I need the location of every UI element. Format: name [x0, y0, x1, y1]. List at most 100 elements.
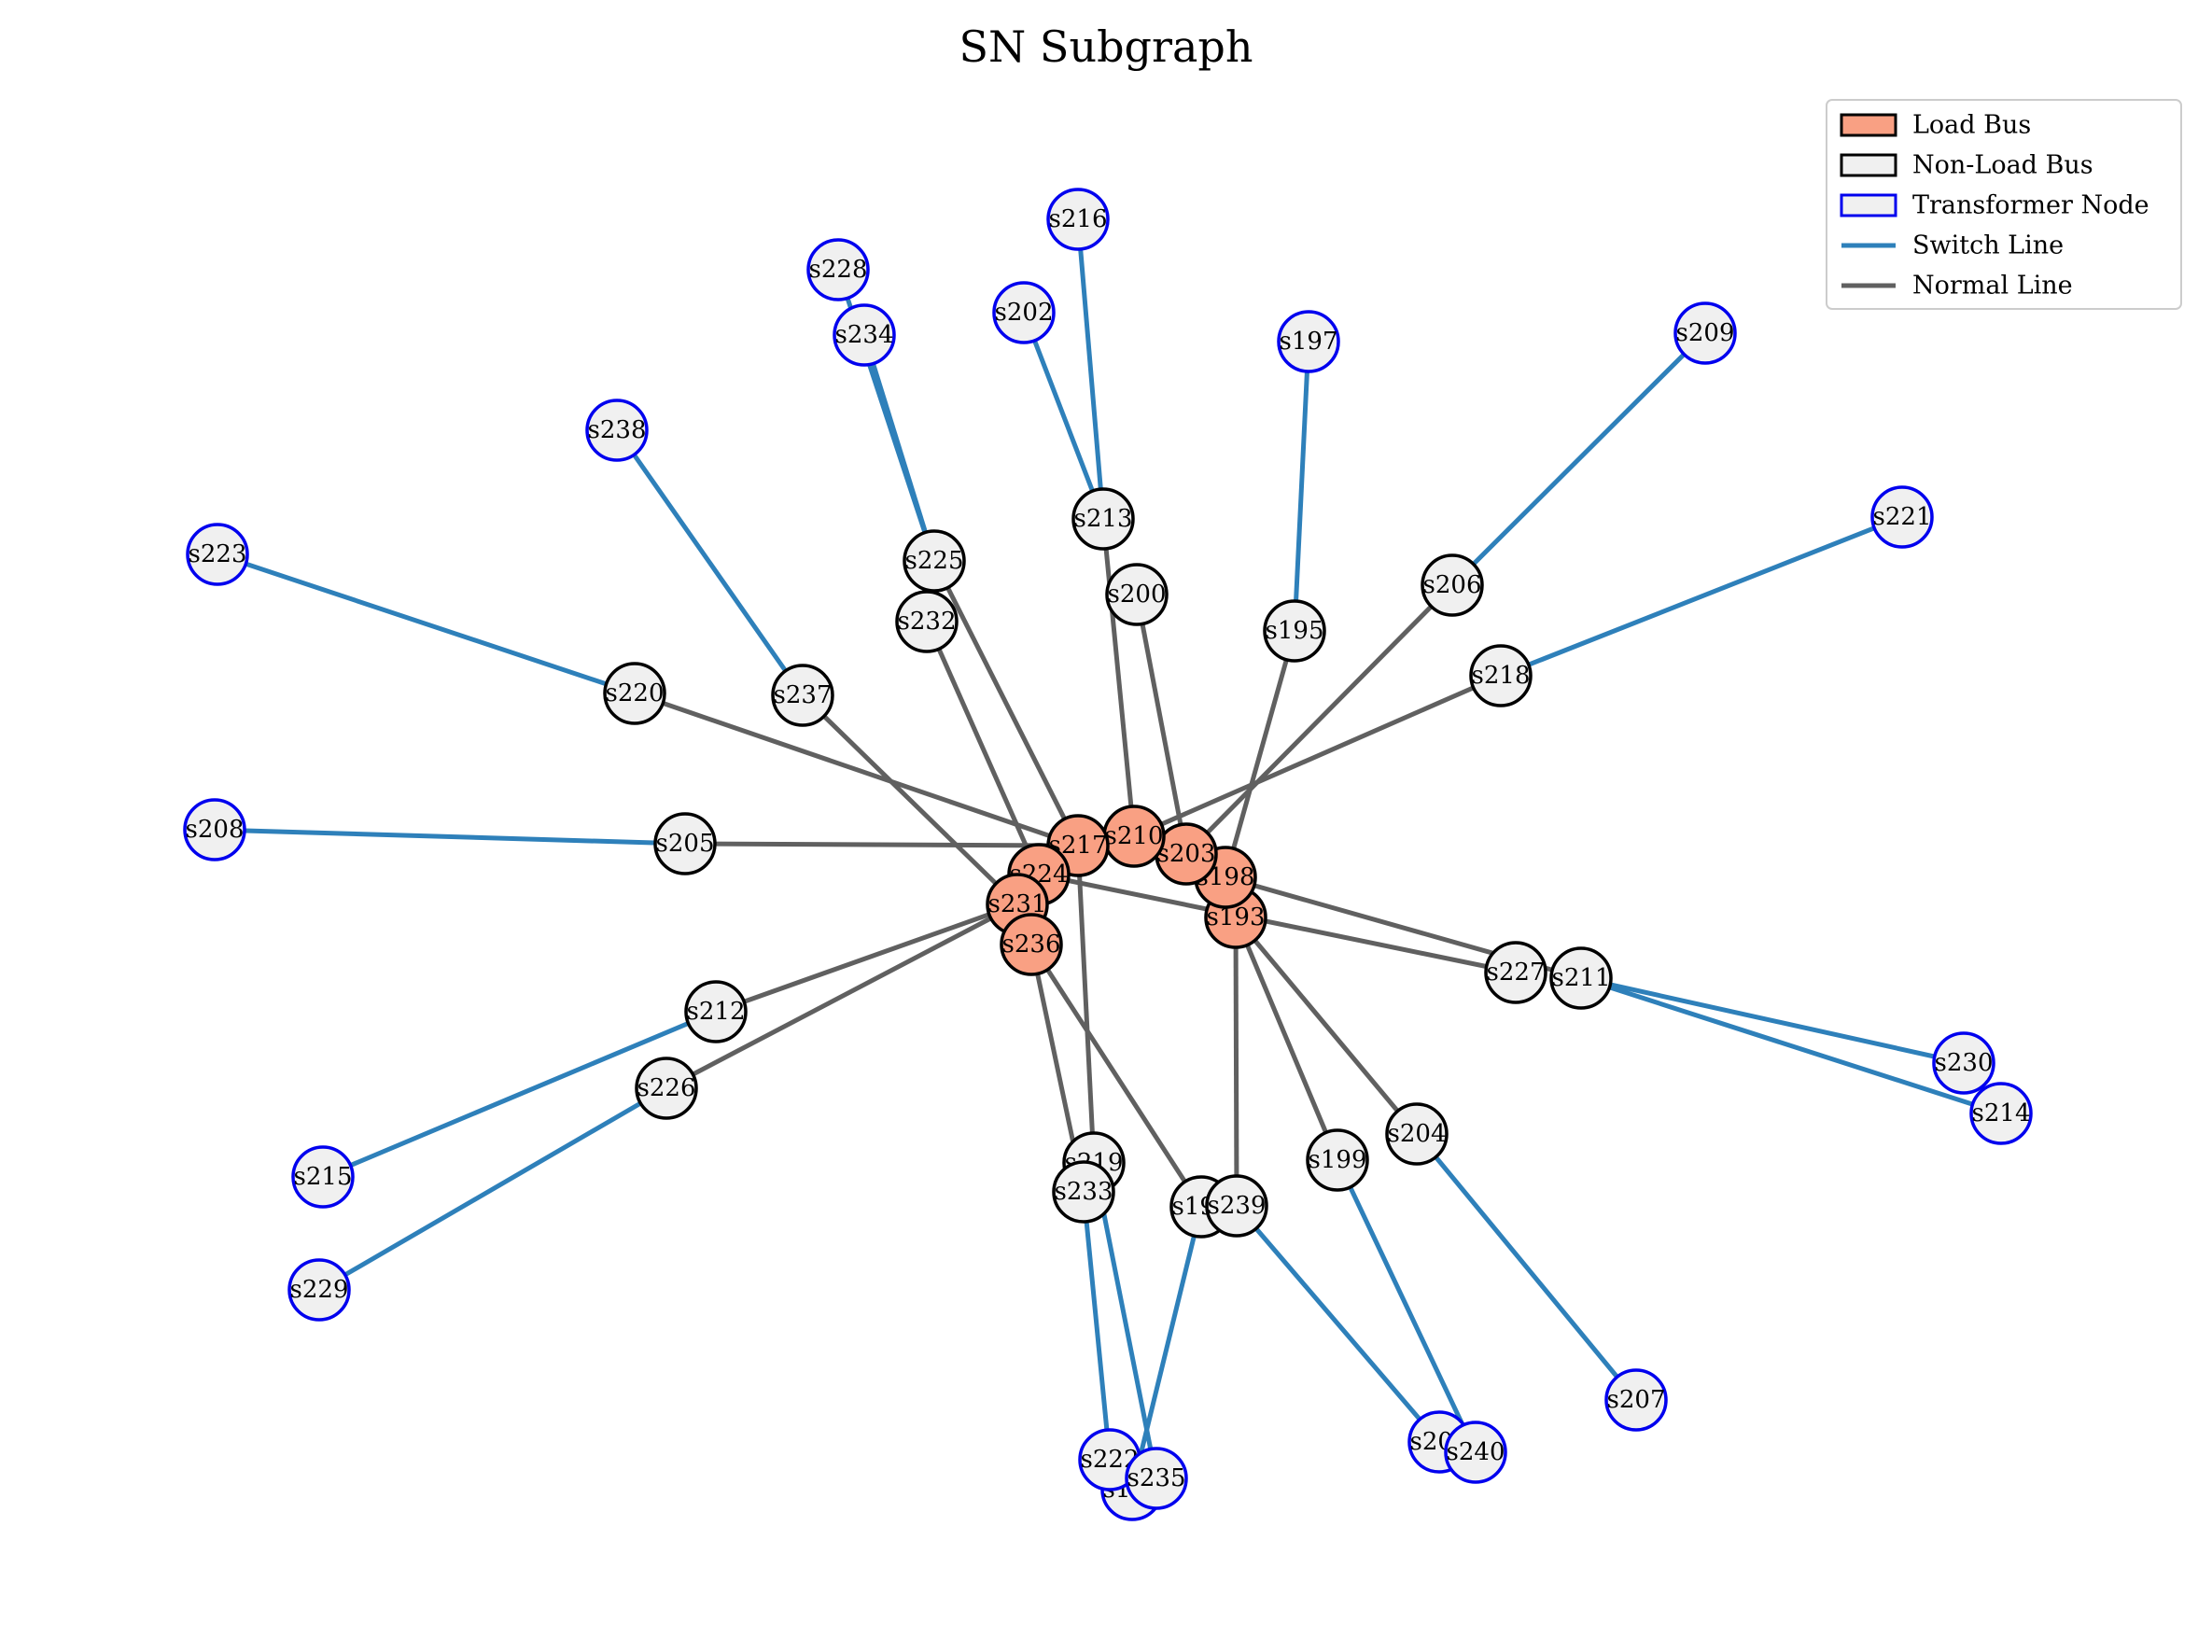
- normal-line-s217-s219: [1075, 845, 1097, 1164]
- node-s200[interactable]: s200: [1105, 563, 1169, 626]
- node-label-s214: s214: [1972, 1099, 2031, 1127]
- normal-line-s206-s203: [1184, 583, 1454, 856]
- node-label-s226: s226: [637, 1074, 696, 1102]
- node-s228[interactable]: s228: [806, 238, 870, 301]
- node-circle-s200: [1105, 563, 1169, 626]
- legend-frame: [1826, 99, 2182, 310]
- switch-line-s238-s237: [614, 428, 805, 697]
- node-circle-s207: [1604, 1368, 1668, 1432]
- node-circle-s214: [1969, 1082, 2033, 1145]
- switch-line-s234-s225: [861, 334, 937, 562]
- switch-line-s199-s240: [1335, 1158, 1478, 1454]
- node-label-s208: s208: [186, 816, 245, 844]
- node-s221[interactable]: s221: [1870, 485, 1934, 549]
- node-s229[interactable]: s229: [287, 1258, 351, 1322]
- node-s236[interactable]: s236: [1000, 913, 1063, 976]
- node-label-s211: s211: [1552, 964, 1611, 992]
- node-s209[interactable]: s209: [1673, 301, 1737, 365]
- node-circle-s229: [287, 1258, 351, 1322]
- node-label-s235: s235: [1127, 1464, 1186, 1492]
- node-circle-s234: [833, 303, 896, 367]
- node-s227[interactable]: s227: [1484, 941, 1547, 1004]
- node-label-s200: s200: [1108, 581, 1167, 609]
- node-s238[interactable]: s238: [585, 399, 649, 462]
- switch-line-s221-s218: [1500, 514, 1903, 679]
- node-label-s236: s236: [1002, 931, 1061, 959]
- node-label-s207: s207: [1607, 1386, 1666, 1414]
- node-s211[interactable]: s211: [1549, 946, 1613, 1010]
- node-label-s199: s199: [1309, 1146, 1367, 1174]
- node-circle-s237: [771, 664, 834, 727]
- node-s204[interactable]: s204: [1385, 1102, 1449, 1166]
- normal-line-s224-s227: [1038, 872, 1517, 975]
- node-label-s229: s229: [290, 1276, 349, 1304]
- normal-line-s195-s198: [1223, 630, 1297, 878]
- node-s239[interactable]: s239: [1205, 1174, 1268, 1238]
- node-s222[interactable]: s222: [1078, 1428, 1141, 1491]
- node-s203[interactable]: s203: [1155, 822, 1218, 886]
- node-s234[interactable]: s234: [833, 303, 896, 367]
- node-label-s216: s216: [1049, 205, 1108, 233]
- node-label-s221: s221: [1873, 503, 1932, 531]
- node-s240[interactable]: s240: [1444, 1421, 1507, 1484]
- node-label-s210: s210: [1105, 822, 1164, 850]
- node-s235[interactable]: s235: [1125, 1447, 1188, 1510]
- node-s206[interactable]: s206: [1421, 553, 1484, 617]
- legend-label-switch: Switch Line: [1912, 231, 2064, 260]
- legend-label-normal: Normal Line: [1912, 272, 2073, 301]
- node-circle-s218: [1469, 644, 1533, 707]
- node-s225[interactable]: s225: [903, 529, 966, 593]
- node-s237[interactable]: s237: [771, 664, 834, 727]
- node-circle-s238: [585, 399, 649, 462]
- node-circle-s215: [291, 1145, 355, 1209]
- node-circle-s212: [684, 980, 748, 1043]
- node-s210[interactable]: s210: [1102, 805, 1166, 868]
- normal-line-s226-s231: [665, 902, 1019, 1091]
- normal-line-s237-s231: [801, 693, 1019, 906]
- normal-line-s236-s194: [1029, 943, 1204, 1209]
- node-s232[interactable]: s232: [895, 590, 959, 653]
- node-label-s238: s238: [588, 416, 647, 444]
- node-s205[interactable]: s205: [653, 812, 717, 875]
- node-circle-s205: [653, 812, 717, 875]
- node-label-s215: s215: [294, 1163, 353, 1191]
- node-s199[interactable]: s199: [1306, 1128, 1369, 1192]
- normal-line-s225-s217: [931, 559, 1081, 847]
- switch-line-s239-s201: [1235, 1204, 1441, 1444]
- node-s223[interactable]: s223: [186, 523, 249, 586]
- node-s220[interactable]: s220: [603, 662, 666, 725]
- node-s215[interactable]: s215: [291, 1145, 355, 1209]
- node-circle-s223: [186, 523, 249, 586]
- node-s202[interactable]: s202: [992, 281, 1056, 344]
- node-circle-s211: [1549, 946, 1613, 1010]
- node-label-s197: s197: [1280, 328, 1338, 356]
- node-label-s227: s227: [1487, 959, 1546, 987]
- node-label-s213: s213: [1074, 505, 1133, 533]
- node-s195[interactable]: s195: [1263, 599, 1326, 663]
- node-label-s218: s218: [1472, 662, 1531, 690]
- legend-swatch-transformer: [1840, 193, 1897, 217]
- node-circle-s239: [1205, 1174, 1268, 1238]
- node-s216[interactable]: s216: [1046, 188, 1110, 251]
- node-s230[interactable]: s230: [1932, 1031, 1995, 1095]
- node-circle-s225: [903, 529, 966, 593]
- node-s212[interactable]: s212: [684, 980, 748, 1043]
- switch-line-s223-s220: [217, 552, 636, 696]
- node-s208[interactable]: s208: [183, 798, 246, 861]
- node-s214[interactable]: s214: [1969, 1082, 2033, 1145]
- node-s226[interactable]: s226: [635, 1057, 698, 1120]
- node-s218[interactable]: s218: [1469, 644, 1533, 707]
- node-circle-s195: [1263, 599, 1326, 663]
- node-s207[interactable]: s207: [1604, 1368, 1668, 1432]
- node-circle-s204: [1385, 1102, 1449, 1166]
- node-s197[interactable]: s197: [1277, 310, 1340, 373]
- node-s233[interactable]: s233: [1052, 1160, 1115, 1224]
- node-s213[interactable]: s213: [1071, 487, 1135, 551]
- node-circle-s227: [1484, 941, 1547, 1004]
- normal-line-s193-s199: [1233, 917, 1340, 1161]
- node-circle-s199: [1306, 1128, 1369, 1192]
- node-circle-s213: [1071, 487, 1135, 551]
- switch-line-s194-s196: [1129, 1206, 1204, 1491]
- switch-line-s208-s205: [214, 827, 686, 847]
- node-circle-s208: [183, 798, 246, 861]
